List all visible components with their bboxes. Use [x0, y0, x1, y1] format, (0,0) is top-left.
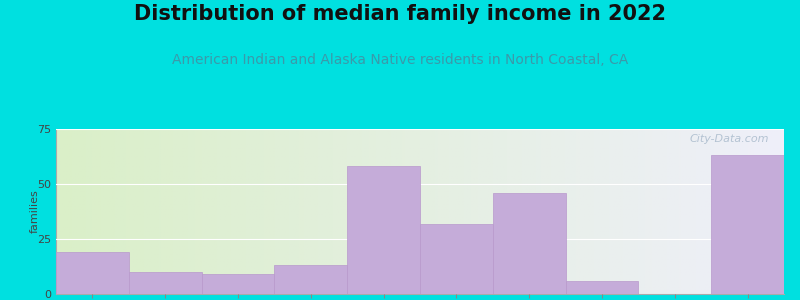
- Bar: [420, 224, 493, 294]
- Bar: [274, 266, 347, 294]
- Bar: [711, 155, 784, 294]
- Text: American Indian and Alaska Native residents in North Coastal, CA: American Indian and Alaska Native reside…: [172, 52, 628, 67]
- Y-axis label: families: families: [30, 190, 39, 233]
- Text: Distribution of median family income in 2022: Distribution of median family income in …: [134, 4, 666, 25]
- Bar: [493, 193, 566, 294]
- Bar: [566, 281, 638, 294]
- Bar: [202, 274, 274, 294]
- Bar: [56, 252, 129, 294]
- Bar: [347, 167, 420, 294]
- Bar: [129, 272, 202, 294]
- Text: City-Data.com: City-Data.com: [690, 134, 770, 144]
